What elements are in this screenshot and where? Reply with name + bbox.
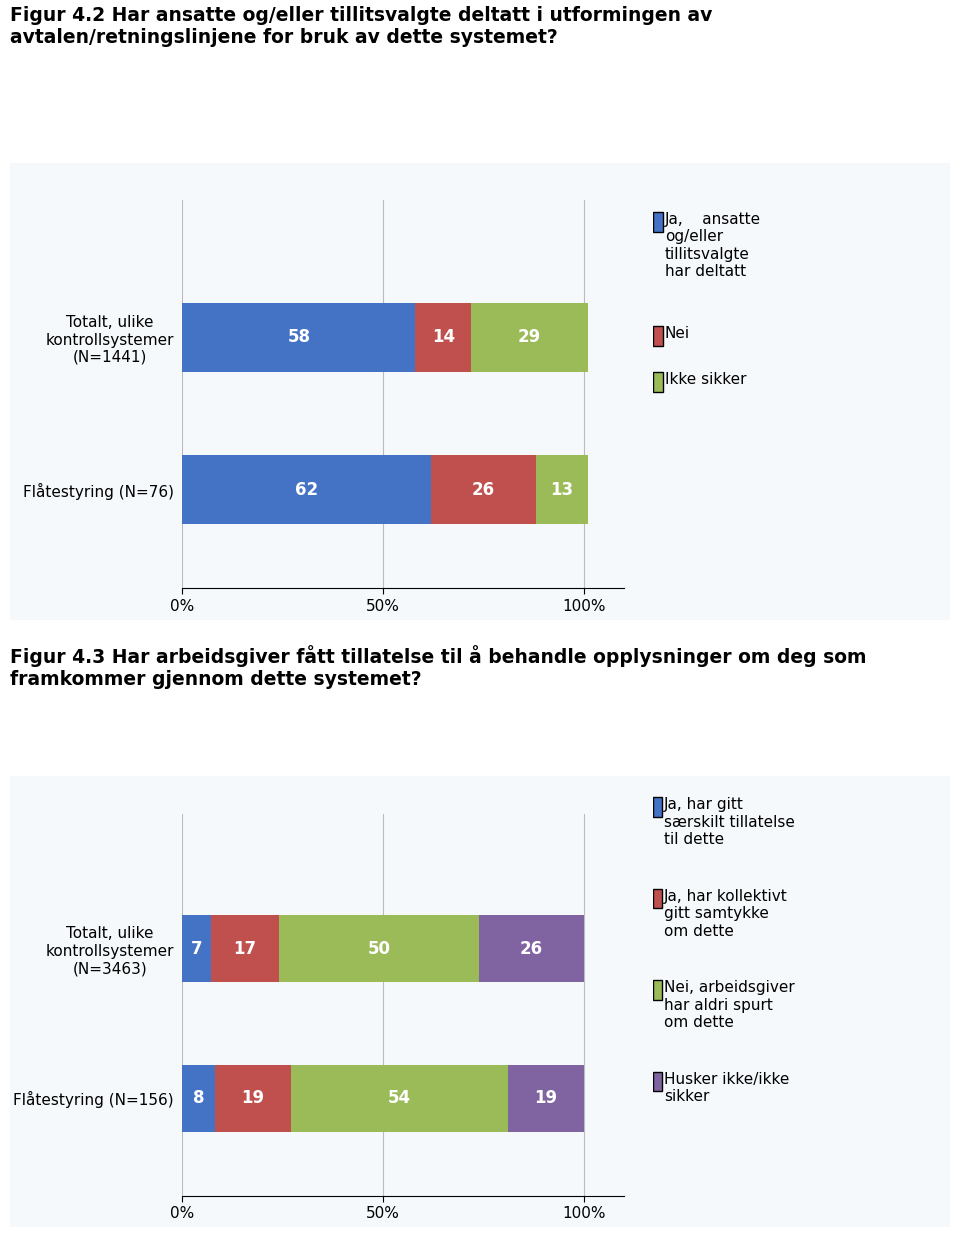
FancyBboxPatch shape bbox=[653, 212, 663, 232]
Bar bbox=[471, 303, 588, 372]
Text: Ikke sikker: Ikke sikker bbox=[665, 372, 747, 387]
Text: 50: 50 bbox=[368, 939, 391, 958]
Bar bbox=[182, 303, 416, 372]
Bar bbox=[182, 915, 210, 983]
Text: 62: 62 bbox=[296, 481, 319, 498]
Bar bbox=[210, 915, 278, 983]
Bar bbox=[508, 1064, 584, 1132]
FancyBboxPatch shape bbox=[653, 1072, 662, 1092]
Text: 26: 26 bbox=[472, 481, 495, 498]
Text: 13: 13 bbox=[550, 481, 573, 498]
Bar bbox=[416, 303, 471, 372]
Bar bbox=[431, 456, 536, 523]
Text: 54: 54 bbox=[388, 1089, 411, 1107]
Text: 19: 19 bbox=[241, 1089, 264, 1107]
Bar bbox=[214, 1064, 291, 1132]
Text: Figur 4.2 Har ansatte og/eller tillitsvalgte deltatt i utformingen av
avtalen/re: Figur 4.2 Har ansatte og/eller tillitsva… bbox=[10, 6, 712, 48]
Text: 19: 19 bbox=[534, 1089, 557, 1107]
Text: 26: 26 bbox=[520, 939, 543, 958]
FancyBboxPatch shape bbox=[653, 889, 662, 908]
FancyBboxPatch shape bbox=[0, 156, 960, 626]
Text: 17: 17 bbox=[233, 939, 256, 958]
Bar bbox=[291, 1064, 508, 1132]
Bar bbox=[182, 456, 431, 523]
Text: 8: 8 bbox=[193, 1089, 204, 1107]
Text: Figur 4.3 Har arbeidsgiver fått tillatelse til å behandle opplysninger om deg so: Figur 4.3 Har arbeidsgiver fått tillatel… bbox=[10, 645, 866, 689]
Text: Ja, har kollektivt
gitt samtykke
om dette: Ja, har kollektivt gitt samtykke om dett… bbox=[664, 889, 788, 939]
Bar bbox=[278, 915, 479, 983]
Text: Ja, har gitt
særskilt tillatelse
til dette: Ja, har gitt særskilt tillatelse til det… bbox=[664, 798, 795, 848]
Bar bbox=[182, 1064, 214, 1132]
FancyBboxPatch shape bbox=[653, 372, 663, 392]
Bar bbox=[479, 915, 584, 983]
Text: 14: 14 bbox=[432, 328, 455, 347]
Text: 29: 29 bbox=[518, 328, 541, 347]
FancyBboxPatch shape bbox=[653, 327, 663, 347]
Text: Husker ikke/ikke
sikker: Husker ikke/ikke sikker bbox=[664, 1072, 789, 1104]
Bar bbox=[536, 456, 588, 523]
FancyBboxPatch shape bbox=[0, 770, 960, 1233]
Text: Ja,    ansatte
og/eller
tillitsvalgte
har deltatt: Ja, ansatte og/eller tillitsvalgte har d… bbox=[665, 212, 761, 279]
Text: Nei, arbeidsgiver
har aldri spurt
om dette: Nei, arbeidsgiver har aldri spurt om det… bbox=[664, 980, 795, 1030]
FancyBboxPatch shape bbox=[653, 798, 662, 816]
Text: Nei: Nei bbox=[665, 327, 690, 342]
Text: 58: 58 bbox=[287, 328, 310, 347]
FancyBboxPatch shape bbox=[653, 980, 662, 999]
Text: 7: 7 bbox=[191, 939, 203, 958]
